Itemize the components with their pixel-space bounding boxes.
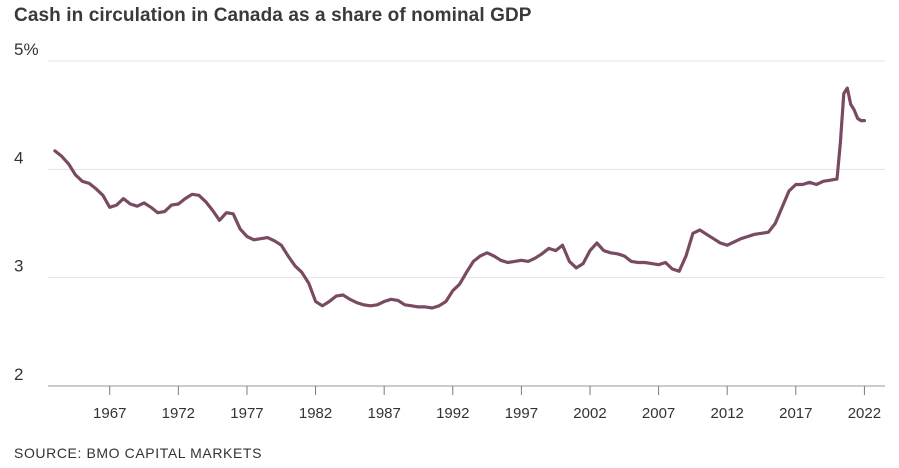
- x-tick-label: 2022: [848, 405, 881, 422]
- series-layer: [53, 86, 867, 310]
- x-tick-labels: 1967 1972 1977 1982 1987 1992 1997 2002 2007 2012…: [93, 405, 881, 422]
- chart-title: Cash in circulation in Canada as a share…: [14, 5, 532, 26]
- y-tick-label: 2: [14, 365, 23, 384]
- gridlines: [48, 60, 885, 279]
- x-tick-label: 2007: [642, 405, 675, 422]
- x-tick-label: 1972: [162, 405, 195, 422]
- x-tick-label: 1977: [230, 405, 263, 422]
- x-tick-label: 2017: [779, 405, 812, 422]
- x-tick-label: 1982: [299, 405, 332, 422]
- source-note: SOURCE: BMO CAPITAL MARKETS: [14, 445, 263, 461]
- x-tick-label: 2012: [711, 405, 744, 422]
- y-tick-label: 5%: [14, 40, 39, 59]
- x-tick-label: 1997: [505, 405, 538, 422]
- x-tick-label: 1992: [436, 405, 469, 422]
- x-axis: [48, 385, 885, 395]
- y-tick-labels: 5% 4 3 2: [14, 40, 39, 384]
- x-tick-label: 1987: [367, 405, 400, 422]
- x-tick-label: 2002: [573, 405, 606, 422]
- y-tick-label: 3: [14, 257, 23, 276]
- series-line-0: [53, 86, 867, 310]
- y-tick-label: 4: [14, 148, 23, 167]
- x-tick-label: 1967: [93, 405, 126, 422]
